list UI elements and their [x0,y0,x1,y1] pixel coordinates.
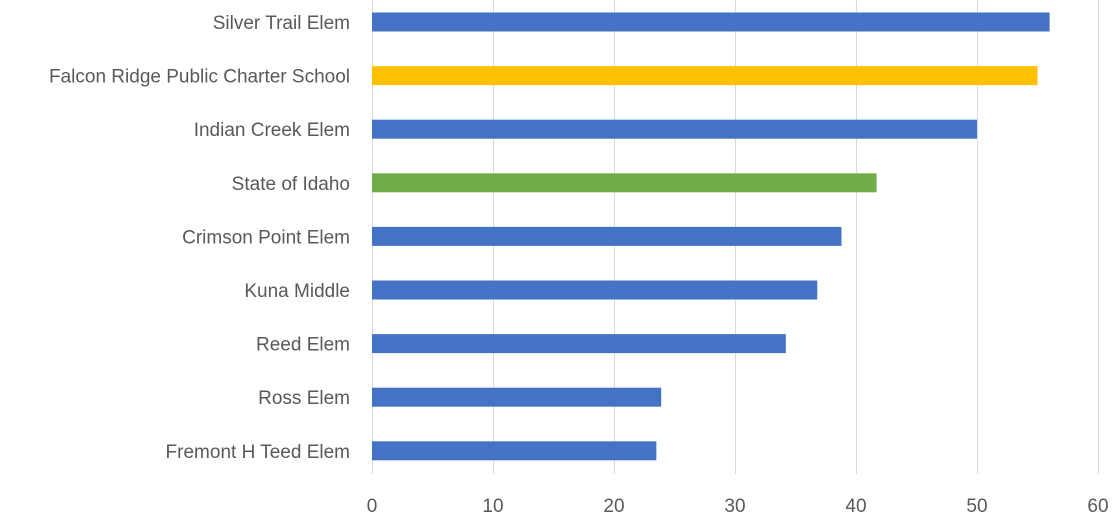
bar-falcon-ridge-public-charter-school [372,66,1038,85]
category-label: State of Idaho [232,174,350,195]
bar-silver-trail-elem [372,13,1050,32]
category-labels: Silver Trail Elem Falcon Ridge Public Cha… [49,13,350,463]
x-tick-label: 40 [845,496,866,517]
category-label: Ross Elem [258,388,350,409]
category-label: Kuna Middle [244,281,350,302]
bar-layer [372,13,1050,461]
category-label: Indian Creek Elem [194,120,350,141]
x-axis-tick-labels: 0 10 20 30 40 50 60 [367,496,1109,517]
bar-reed-elem [372,334,786,353]
x-tick-label: 50 [966,496,987,517]
bar-fremont-h-teed-elem [372,441,656,460]
bar-crimson-point-elem [372,227,841,246]
x-tick-label: 0 [367,496,378,517]
category-label: Silver Trail Elem [213,13,350,34]
category-label: Reed Elem [256,335,350,356]
category-label: Crimson Point Elem [182,227,350,248]
category-label: Falcon Ridge Public Charter School [49,67,350,88]
x-tick-label: 30 [724,496,745,517]
category-label: Fremont H Teed Elem [166,442,350,463]
bar-indian-creek-elem [372,120,977,139]
x-tick-label: 10 [482,496,503,517]
x-tick-label: 60 [1087,496,1108,517]
x-tick-label: 20 [603,496,624,517]
bar-ross-elem [372,388,661,407]
bar-state-of-idaho [372,173,877,192]
bar-kuna-middle [372,281,817,300]
